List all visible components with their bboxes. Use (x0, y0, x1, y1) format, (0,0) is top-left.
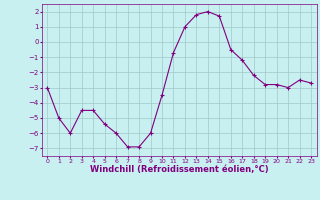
X-axis label: Windchill (Refroidissement éolien,°C): Windchill (Refroidissement éolien,°C) (90, 165, 268, 174)
